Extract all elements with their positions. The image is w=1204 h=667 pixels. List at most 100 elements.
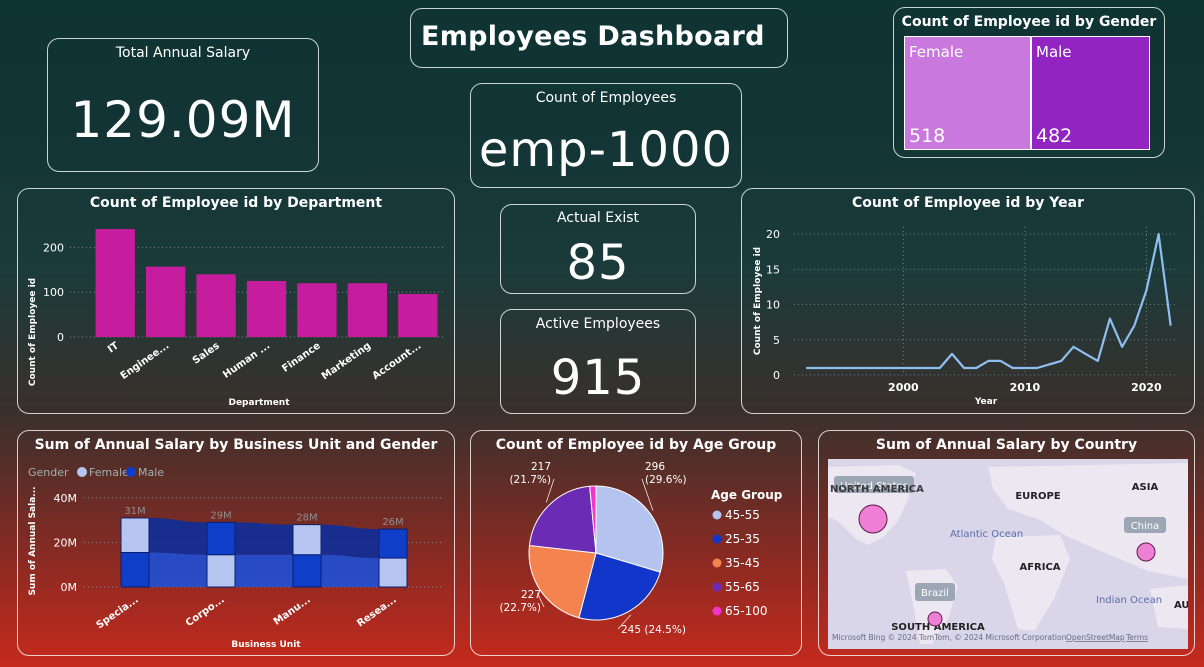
- age-group-legend-label: 45-55: [725, 508, 760, 522]
- age-group-chart-title: Count of Employee id by Age Group: [495, 437, 777, 453]
- department-chart-title: Count of Employee id by Department: [89, 195, 383, 211]
- business-unit-bar-segment: [378, 557, 408, 588]
- ribbon-male: [149, 517, 207, 555]
- year-y-tick: 10: [766, 299, 780, 312]
- business-unit-chart-card: Sum of Annual Salary by Business Unit an…: [17, 430, 455, 656]
- employee-count-card: Count of Employees emp-1000: [470, 83, 742, 188]
- map-region-europe: EUROPE: [1015, 491, 1060, 502]
- pie-slice: [595, 485, 664, 573]
- employee-count-label: Count of Employees: [535, 90, 677, 106]
- pie-slice: [528, 485, 597, 554]
- business-unit-ribbon-chart: Gender Female Male Sum of Annual Sala...…: [28, 466, 443, 650]
- pie-data-label: 296 (29.6%): [645, 461, 687, 486]
- business-unit-chart-title: Sum of Annual Salary by Business Unit an…: [34, 437, 438, 453]
- department-x-tick: Human ...: [221, 340, 272, 380]
- age-group-legend-marker: [712, 558, 722, 568]
- gender-chart-card: Count of Employee id by Gender Female 51…: [893, 7, 1165, 158]
- business-unit-y-axis-label: Sum of Annual Sala...: [28, 486, 38, 595]
- treemap-male-value: 482: [1036, 125, 1073, 147]
- dashboard-title-card: Employees Dashboard: [410, 8, 788, 68]
- map-region-aus: AUS: [1174, 600, 1188, 611]
- actual-exist-card: Actual Exist 85: [500, 204, 696, 294]
- department-bar: [347, 283, 388, 337]
- department-x-tick: Sales: [191, 340, 222, 366]
- country-map-title: Sum of Annual Salary by Country: [875, 437, 1138, 453]
- year-chart-card: Count of Employee id by Year Count of Em…: [741, 188, 1195, 414]
- business-unit-total-label: 26M: [382, 517, 403, 528]
- business-unit-total-label: 29M: [210, 510, 231, 521]
- department-chart-card: Count of Employee id by Department Count…: [17, 188, 455, 414]
- map-ocean-indian: Indian Ocean: [1096, 595, 1162, 606]
- age-group-legend-label: 35-45: [725, 556, 760, 570]
- map-bubble-brazil[interactable]: [927, 611, 943, 627]
- age-group-legend-marker: [712, 510, 722, 520]
- year-x-tick: 2000: [888, 381, 919, 394]
- treemap-tile-female[interactable]: Female 518: [904, 36, 1031, 150]
- treemap-tile-male[interactable]: Male 482: [1031, 36, 1150, 150]
- department-x-axis-label: Department: [228, 398, 290, 408]
- legend-label-male[interactable]: Male: [138, 466, 164, 479]
- department-bar: [196, 274, 236, 337]
- active-employees-card: Active Employees 915: [500, 309, 696, 414]
- map-region-north-america: NORTH AMERICA: [830, 484, 924, 495]
- pie-leader-line: [545, 478, 555, 503]
- business-unit-x-tick: Specia...: [95, 594, 141, 631]
- department-y-axis-label: Count of Employee id: [28, 278, 38, 386]
- ribbon-male: [321, 524, 379, 559]
- total-salary-value: 129.09M: [70, 91, 296, 149]
- business-unit-x-tick: Resea...: [355, 594, 398, 629]
- department-bar-chart: Count of Employee id Department 0 100 200 I…: [28, 229, 443, 408]
- department-x-tick: Finance: [280, 340, 322, 374]
- map-label-box-brazil: [915, 583, 955, 601]
- department-bar: [398, 293, 438, 337]
- map-label-box-us: [834, 476, 914, 493]
- business-unit-x-axis-label: Business Unit: [231, 640, 301, 650]
- map-bubble-china[interactable]: [1136, 542, 1156, 562]
- country-map[interactable]: United States NORTH AMERICA China ASIA B…: [828, 459, 1188, 649]
- department-y-tick: 100: [43, 286, 64, 299]
- department-bar: [246, 281, 287, 337]
- map-osm-link[interactable]: OpenStreetMap: [1066, 633, 1125, 642]
- age-group-legend-label: 55-65: [725, 580, 760, 594]
- age-group-pie-chart: Age Group 296 (29.6%) 245 (24.5%) 227 (22.7%…: [499, 461, 783, 636]
- map-label-brazil: Brazil: [921, 588, 949, 599]
- legend-label-female[interactable]: Female: [89, 466, 129, 479]
- business-unit-y-tick: 40M: [54, 492, 78, 505]
- pie-slice: [589, 485, 597, 554]
- ribbon-female: [235, 554, 293, 587]
- year-x-tick: 2010: [1010, 381, 1041, 394]
- age-group-legend-title: Age Group: [711, 488, 783, 502]
- pie-slice: [578, 552, 661, 621]
- active-employees-value: 915: [550, 350, 646, 406]
- treemap-female-value: 518: [909, 125, 946, 147]
- map-bubble-us[interactable]: [858, 504, 888, 534]
- active-employees-label: Active Employees: [535, 316, 661, 332]
- year-y-tick: 20: [766, 228, 780, 241]
- business-unit-bar-segment: [292, 524, 322, 556]
- map-terms-link[interactable]: Terms: [1125, 633, 1148, 642]
- age-group-legend-marker: [712, 582, 722, 592]
- business-unit-y-tick: 20M: [54, 536, 78, 549]
- age-group-legend-label: 25-35: [725, 532, 760, 546]
- business-unit-x-tick: Corpo...: [184, 594, 227, 629]
- pie-data-label: 245 (24.5%): [621, 624, 686, 636]
- ribbon-male: [235, 522, 293, 555]
- map-attribution: Microsoft Bing © 2024 TomTom, © 2024 Mic…: [832, 633, 1067, 642]
- map-landmass-africa: [992, 535, 1070, 631]
- ribbon-female: [321, 554, 379, 587]
- age-group-legend-label: 65-100: [725, 604, 768, 618]
- total-salary-card: Total Annual Salary 129.09M: [47, 38, 319, 172]
- treemap-male-label: Male: [1036, 43, 1072, 61]
- pie-slice: [528, 544, 597, 619]
- year-x-axis-label: Year: [974, 397, 998, 407]
- business-unit-bar-segment: [120, 517, 150, 553]
- department-bar: [297, 283, 337, 337]
- business-unit-bar-segment: [292, 554, 322, 588]
- business-unit-total-label: 28M: [296, 513, 317, 524]
- ribbon-female: [149, 552, 207, 587]
- department-bar: [145, 266, 186, 337]
- pie-leader-line: [537, 592, 545, 608]
- department-y-tick: 200: [43, 241, 64, 254]
- age-group-legend-marker: [712, 606, 722, 616]
- map-region-asia: ASIA: [1132, 482, 1159, 493]
